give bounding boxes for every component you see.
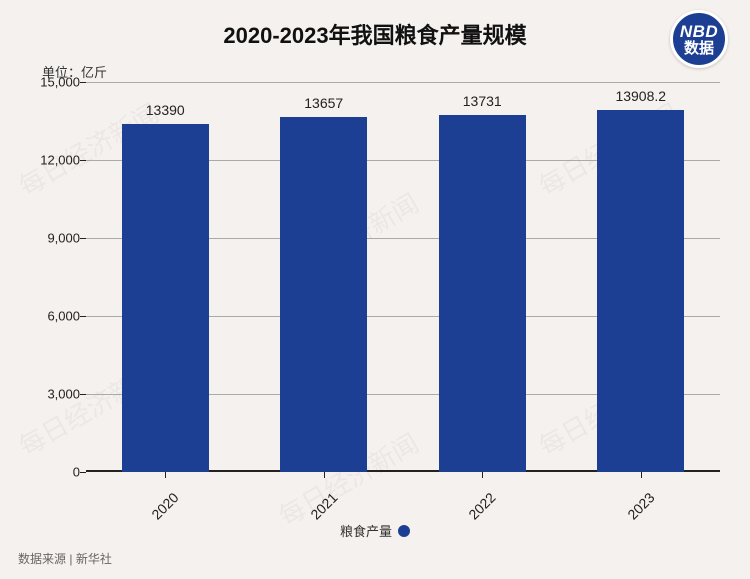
bar-value-label: 13390 — [122, 102, 209, 118]
x-tick-mark — [482, 472, 483, 478]
legend: 粮食产量 — [0, 521, 750, 541]
legend-item: 粮食产量 — [340, 521, 410, 540]
plot-area: 03,0006,0009,00012,00015,000133902020136… — [86, 82, 720, 472]
grid-line — [86, 82, 720, 83]
y-tick-label: 3,000 — [30, 387, 80, 402]
x-tick-mark — [165, 472, 166, 478]
y-tick-label: 12,000 — [30, 153, 80, 168]
y-tick-mark — [80, 82, 86, 83]
y-tick-label: 6,000 — [30, 309, 80, 324]
source-label: 数据来源 — [18, 552, 66, 566]
bar-value-label: 13731 — [439, 93, 526, 109]
bar-value-label: 13657 — [280, 95, 367, 111]
bar-chart: 03,0006,0009,00012,00015,000133902020136… — [30, 82, 730, 502]
bar-value-label: 13908.2 — [597, 88, 684, 104]
bar: 13908.2 — [597, 110, 684, 472]
chart-header: 2020-2023年我国粮食产量规模 NBD 数据 — [0, 0, 750, 50]
bar: 13657 — [280, 117, 367, 472]
legend-swatch — [398, 525, 410, 537]
source-line: 数据来源 | 新华社 — [18, 550, 112, 567]
y-tick-label: 15,000 — [30, 75, 80, 90]
bar: 13390 — [122, 124, 209, 472]
y-tick-label: 0 — [30, 465, 80, 480]
bar: 13731 — [439, 115, 526, 472]
y-tick-mark — [80, 160, 86, 161]
x-tick-mark — [324, 472, 325, 478]
y-tick-mark — [80, 316, 86, 317]
y-tick-mark — [80, 472, 86, 473]
chart-title: 2020-2023年我国粮食产量规模 — [223, 18, 526, 50]
y-tick-label: 9,000 — [30, 231, 80, 246]
y-tick-mark — [80, 394, 86, 395]
badge-line2: 数据 — [684, 41, 714, 56]
y-tick-mark — [80, 238, 86, 239]
source-value: 新华社 — [76, 552, 112, 566]
x-tick-mark — [641, 472, 642, 478]
nbd-badge: NBD 数据 — [670, 10, 728, 68]
badge-line1: NBD — [680, 23, 718, 40]
legend-label: 粮食产量 — [340, 521, 392, 540]
